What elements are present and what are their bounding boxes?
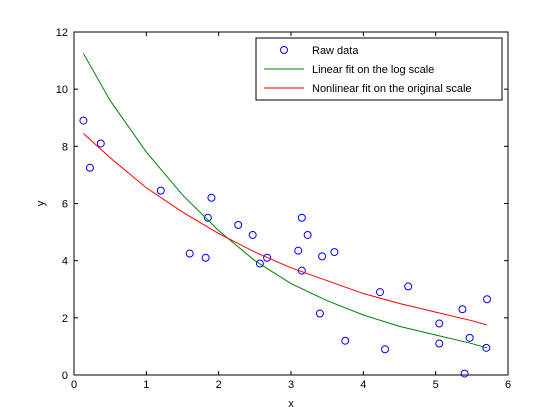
x-tick-label: 6 (505, 379, 511, 391)
y-tick-label: 4 (62, 256, 68, 268)
data-point (79, 116, 88, 125)
x-tick-label: 1 (143, 379, 149, 391)
data-point (330, 248, 339, 257)
y-axis-label: y (35, 200, 47, 206)
y-tick-label: 6 (62, 199, 68, 211)
data-point (294, 246, 303, 255)
data-point (375, 288, 384, 297)
data-point (318, 252, 327, 261)
data-point (255, 259, 264, 268)
data-point (207, 193, 216, 202)
data-point (460, 369, 469, 378)
data-point (483, 295, 492, 304)
data-point (156, 186, 165, 195)
data-point (303, 230, 312, 239)
data-point (482, 343, 491, 352)
data-point (435, 319, 444, 328)
x-axis-label: x (288, 398, 294, 410)
x-tick-label: 0 (71, 379, 77, 391)
y-tick-label: 0 (62, 370, 68, 382)
data-point (248, 230, 257, 239)
data-point (297, 213, 306, 222)
x-tick-label: 5 (433, 379, 439, 391)
series-line (82, 53, 488, 349)
data-point (404, 282, 413, 291)
chart-marks (79, 53, 492, 378)
data-point (435, 339, 444, 348)
data-point (201, 253, 210, 262)
data-point (234, 220, 243, 229)
x-tick-label: 3 (288, 379, 294, 391)
y-tick-label: 2 (62, 313, 68, 325)
data-point (341, 336, 350, 345)
legend-marker-raw-data (280, 46, 288, 54)
legend-label: Raw data (312, 45, 359, 57)
data-point (465, 333, 474, 342)
legend-label: Linear fit on the log scale (312, 64, 434, 76)
data-point (315, 309, 324, 318)
x-tick-label: 4 (360, 379, 366, 391)
legend: Raw data Linear fit on the log scale Nonli… (255, 37, 503, 101)
data-point (96, 139, 105, 148)
y-tick-label: 10 (56, 84, 68, 96)
data-point (381, 345, 390, 354)
legend-label: Nonlinear fit on the original scale (312, 83, 472, 95)
data-point (203, 213, 212, 222)
x-tick-label: 2 (216, 379, 222, 391)
data-point (458, 305, 467, 314)
series-line (83, 133, 488, 326)
y-tick-label: 8 (62, 141, 68, 153)
y-tick-label: 12 (56, 27, 68, 39)
data-point (263, 253, 272, 262)
data-point (185, 249, 194, 258)
data-point (85, 163, 94, 172)
